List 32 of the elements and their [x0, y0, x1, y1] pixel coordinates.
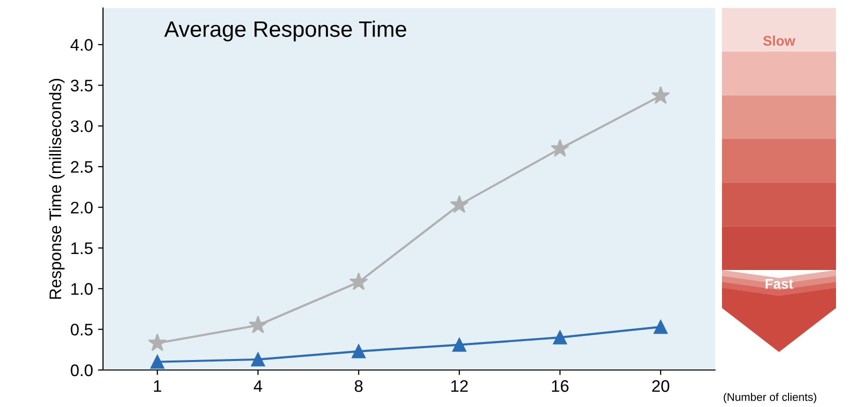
- x-axis-title: (Number of clients): [724, 392, 816, 404]
- x-tick-label: 16: [552, 380, 569, 392]
- x-tick-label: 12: [451, 380, 468, 392]
- point: [550, 139, 570, 157]
- y-tick-label: 0.5: [70, 324, 93, 336]
- y-tick-label: 4.0: [70, 39, 93, 51]
- y-tick-label: 2.5: [70, 161, 93, 173]
- point: [248, 316, 268, 334]
- x-tick-label: 20: [652, 380, 670, 392]
- point: [651, 86, 670, 104]
- y-tick-label: 3.0: [70, 120, 93, 132]
- point: [251, 352, 265, 366]
- point: [452, 338, 466, 352]
- point: [352, 344, 366, 358]
- point: [150, 354, 164, 369]
- y-axis-title: Response Time (milliseconds): [49, 78, 65, 299]
- point: [553, 330, 567, 344]
- point: [654, 320, 668, 334]
- x-tick-label: 4: [254, 380, 262, 392]
- y-tick-label: 1.0: [71, 283, 93, 295]
- text: Average Response Time: [164, 20, 406, 42]
- y-tick-label: 0.0: [70, 364, 93, 376]
- y-tick-label: 3.5: [70, 80, 93, 92]
- text: Fast: [766, 279, 794, 289]
- x-tick-label: 8: [354, 380, 363, 392]
- text: Slow: [763, 36, 796, 46]
- point: [450, 195, 469, 213]
- point: [349, 272, 368, 290]
- x-tick-label: 1: [154, 380, 162, 392]
- y-tick-label: 1.5: [71, 242, 93, 254]
- point: [148, 333, 167, 352]
- y-tick-label: 2.0: [70, 202, 93, 214]
